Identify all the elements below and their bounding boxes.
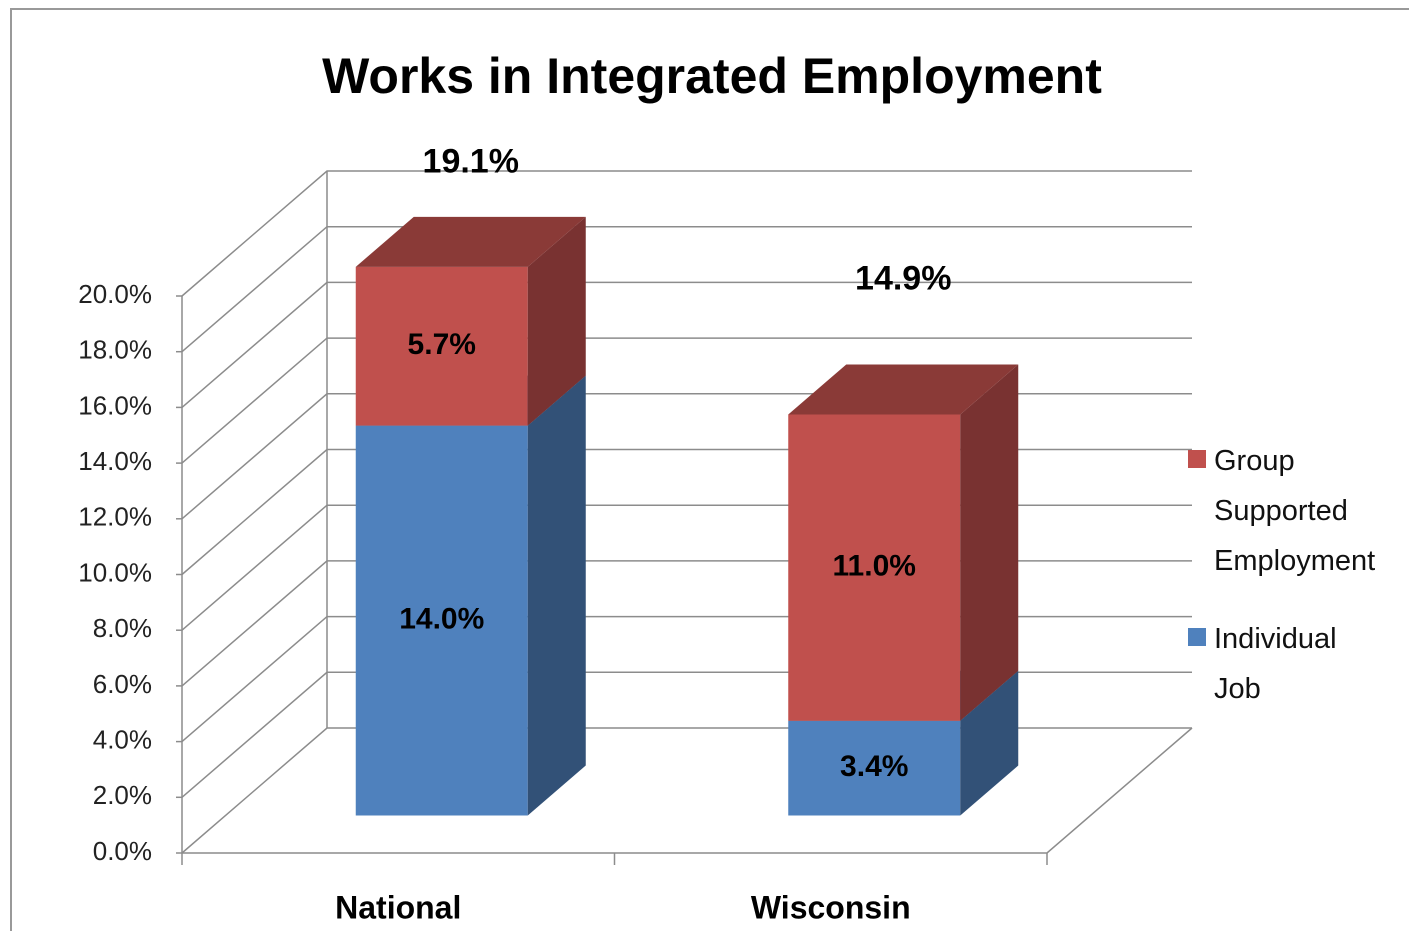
y-tick-label: 2.0%	[93, 780, 152, 810]
legend-label: Group Supported Employment	[1214, 445, 1376, 577]
y-tick-label: 12.0%	[78, 502, 152, 532]
chart-title: Works in Integrated Employment	[322, 48, 1102, 104]
total-label: 14.9%	[855, 260, 951, 298]
bar-front	[355, 425, 528, 816]
data-label: 5.7%	[408, 328, 476, 361]
grid-line	[181, 448, 1192, 576]
grid-line	[181, 560, 1192, 687]
y-tick-label: 0.0%	[93, 836, 152, 866]
y-tick-label: 14.0%	[78, 446, 152, 476]
grid-line	[181, 170, 1192, 297]
legend-item: Group Supported Employment	[1188, 436, 1375, 586]
bar-side	[960, 670, 1019, 816]
data-label: 11.0%	[833, 550, 916, 583]
bar-side	[527, 375, 586, 816]
bar-front	[788, 414, 961, 721]
legend: Group Supported Employment Individual Job	[1188, 436, 1375, 742]
grid-line	[181, 281, 1192, 408]
y-tick-label: 20.0%	[78, 279, 152, 309]
x-tick-label: National	[335, 889, 461, 925]
bar-top	[788, 364, 1019, 415]
y-tick-label: 10.0%	[78, 557, 152, 587]
bar-front	[355, 266, 528, 426]
bar-side	[960, 364, 1019, 721]
y-tick-label: 6.0%	[93, 669, 152, 699]
y-tick-label: 4.0%	[93, 724, 152, 754]
total-label: 19.1%	[423, 143, 519, 181]
grid-line	[181, 337, 1192, 464]
grid-line	[181, 393, 1192, 520]
floor	[182, 727, 1193, 854]
bar-side	[527, 216, 586, 426]
y-tick-label: 16.0%	[78, 390, 152, 420]
legend-label: Individual Job	[1214, 623, 1337, 705]
grid-line	[181, 504, 1192, 631]
grid-line	[181, 225, 1192, 353]
y-tick-label: 18.0%	[78, 335, 152, 365]
x-tick-label: Wisconsin	[751, 889, 911, 925]
legend-item: Individual Job	[1188, 614, 1368, 714]
bar-top	[355, 216, 586, 267]
grid-line	[181, 727, 1192, 854]
grid-line	[181, 671, 1192, 798]
grid-line	[181, 615, 1192, 743]
bar-front	[788, 720, 961, 816]
legend-swatch	[1188, 450, 1206, 468]
data-label: 14.0%	[399, 602, 484, 635]
legend-swatch	[1188, 628, 1206, 646]
y-tick-label: 8.0%	[93, 613, 152, 643]
data-label: 3.4%	[840, 750, 908, 783]
